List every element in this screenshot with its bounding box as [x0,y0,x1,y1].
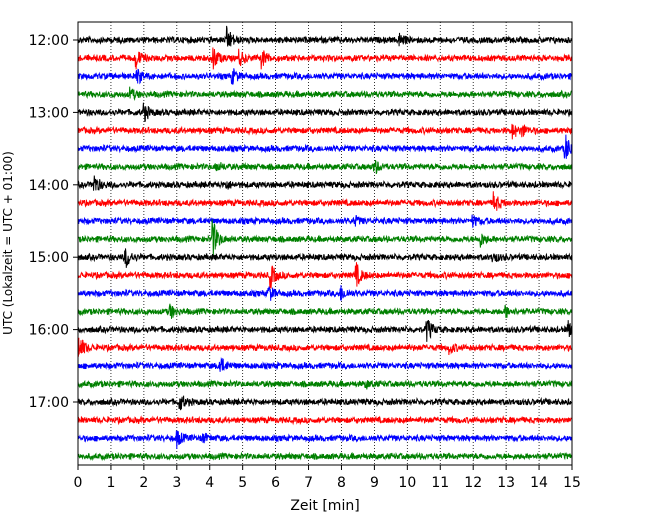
seismogram-trace [77,451,573,462]
seismogram-trace [77,25,573,47]
seismogram-trace [77,102,573,123]
seismogram-trace [77,219,573,258]
x-tick-label: 12 [464,475,482,491]
y-tick-label: 14:00 [29,178,69,194]
x-tick-label: 8 [337,475,346,491]
seismogram-trace [77,395,573,411]
seismogram-trace [77,319,573,342]
y-tick-label: 13:00 [29,105,69,121]
seismogram-traces [77,25,573,462]
seismogram-trace [77,262,573,289]
seismogram-trace [77,191,573,211]
seismogram-trace [77,248,573,268]
seismogram-trace [77,159,573,175]
x-tick-label: 9 [370,475,379,491]
y-tick-label: 12:00 [29,33,69,49]
seismogram-trace [77,357,573,372]
seismogram-trace [77,134,573,159]
seismogram-trace [77,47,573,70]
seismogram-trace [77,86,572,101]
seismogram-trace [77,430,573,450]
seismogram-trace [77,303,573,319]
y-tick-label: 15:00 [29,250,69,266]
seismogram-trace [77,214,573,228]
x-tick-label: 2 [139,475,148,491]
y-axis-label: UTC (Lokalzeit = UTC + 01:00) [1,151,15,335]
seismogram-trace [77,415,573,426]
x-axis-ticks: 0 1 2 3 4 5 6 7 8 9 10 11 12 13 14 15 [74,465,581,491]
x-tick-label: 14 [530,475,548,491]
x-tick-label: 3 [172,475,181,491]
plot-frame [77,21,573,466]
y-tick-label: 16:00 [29,323,69,339]
seismogram-trace [77,337,573,357]
seismogram-trace [77,68,573,85]
y-tick-label: 17:00 [29,395,69,411]
vertical-grid [110,22,540,465]
x-tick-label: 11 [431,475,449,491]
x-tick-label: 5 [238,475,247,491]
x-axis-label: Zeit [min] [290,498,359,514]
x-tick-label: 13 [497,475,515,491]
y-axis-ticks: 12:00 13:00 14:00 15:00 16:00 17:00 [29,33,78,411]
x-tick-label: 6 [271,475,280,491]
x-tick-label: 15 [563,475,581,491]
seismogram-trace [77,379,573,390]
seismogram-trace [77,285,573,301]
x-tick-label: 10 [398,475,416,491]
x-tick-label: 4 [205,475,214,491]
seismogram-trace [77,175,573,191]
x-tick-label: 7 [304,475,313,491]
x-tick-label: 1 [106,475,115,491]
x-tick-label: 0 [74,475,83,491]
seismogram-trace [77,123,573,140]
